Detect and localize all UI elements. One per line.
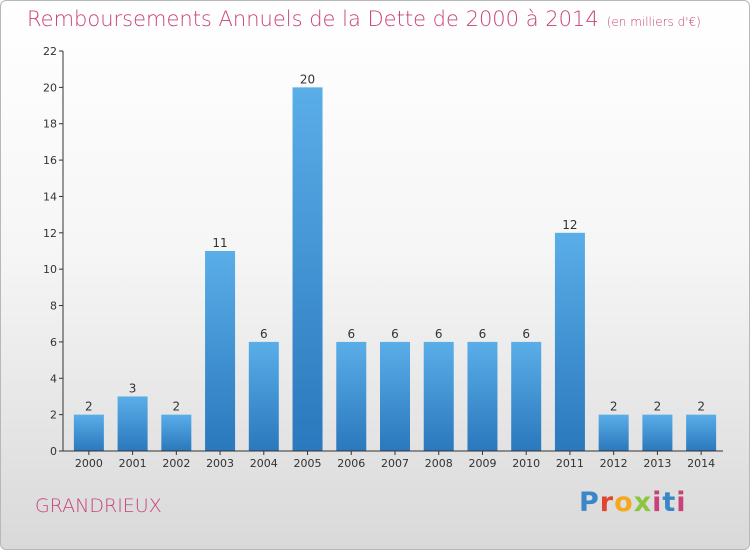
data-label-2000: 2 — [85, 400, 93, 414]
x-tick-label-2005: 2005 — [294, 457, 322, 470]
data-label-2014: 2 — [697, 400, 705, 414]
bars-group: 2 3 2 11 6 20 6 6 6 6 6 12 2 2 2 — [73, 72, 717, 451]
x-tick-label-2014: 2014 — [687, 457, 715, 470]
y-tick-label-10: 10 — [43, 263, 57, 276]
data-label-2008: 6 — [435, 327, 443, 341]
proxiti-logo: Proxiti — [579, 487, 687, 518]
data-label-2004: 6 — [260, 327, 268, 341]
x-tick-label-2012: 2012 — [600, 457, 628, 470]
y-tick-label-20: 20 — [43, 81, 57, 94]
bar-2000 — [73, 414, 104, 451]
y-tick-label-2: 2 — [50, 409, 57, 422]
x-tick-label-2009: 2009 — [468, 457, 496, 470]
bar-2008 — [423, 341, 454, 451]
bar-2005 — [292, 87, 323, 451]
bar-2010 — [511, 341, 542, 451]
y-tick-label-18: 18 — [43, 118, 57, 131]
x-tick-label-2006: 2006 — [337, 457, 365, 470]
x-tick-label-2007: 2007 — [381, 457, 409, 470]
bar-2006 — [336, 341, 367, 451]
y-tick-label-8: 8 — [50, 300, 57, 313]
x-tick-label-2013: 2013 — [643, 457, 671, 470]
bar-2002 — [161, 414, 192, 451]
data-label-2005: 20 — [300, 72, 315, 86]
bar-2007 — [380, 341, 410, 451]
chart-title-text: Remboursements Annuels de la Dette de 20… — [27, 7, 599, 31]
y-tick-label-14: 14 — [43, 190, 57, 203]
bar-2003 — [205, 251, 236, 451]
y-tick-label-12: 12 — [43, 227, 57, 240]
bar-2009 — [467, 341, 498, 451]
bar-2014 — [686, 414, 717, 451]
y-tick-label-0: 0 — [50, 445, 57, 458]
y-tick-label-16: 16 — [43, 154, 57, 167]
data-label-2011: 12 — [562, 218, 577, 232]
x-tick-label-2008: 2008 — [425, 457, 453, 470]
x-tick-label-2003: 2003 — [206, 457, 234, 470]
x-tick-label-2002: 2002 — [162, 457, 190, 470]
data-label-2003: 11 — [212, 236, 227, 250]
data-label-2009: 6 — [479, 327, 487, 341]
bar-2012 — [598, 414, 629, 451]
y-tick-label-4: 4 — [50, 372, 57, 385]
bar-2001 — [117, 396, 148, 451]
data-label-2007: 6 — [391, 327, 399, 341]
x-tick-label-2004: 2004 — [250, 457, 278, 470]
bar-2013 — [642, 414, 673, 451]
data-label-2013: 2 — [654, 400, 662, 414]
data-label-2010: 6 — [522, 327, 530, 341]
data-label-2012: 2 — [610, 400, 618, 414]
x-tick-label-2001: 2001 — [119, 457, 147, 470]
x-tick-label-2000: 2000 — [75, 457, 103, 470]
data-label-2006: 6 — [347, 327, 355, 341]
chart-subtitle: (en milliers d'€) — [606, 15, 701, 29]
bar-2011 — [554, 232, 585, 451]
x-tick-label-2011: 2011 — [556, 457, 584, 470]
axes-group: 2000 2001 2002 2003 2004 2005 2006 2007 2008 2009… — [43, 45, 723, 470]
y-tick-label-22: 22 — [43, 45, 57, 58]
data-label-2001: 3 — [129, 381, 137, 395]
commune-name: GRANDRIEUX — [35, 495, 162, 517]
y-tick-label-6: 6 — [50, 336, 57, 349]
x-tick-label-2010: 2010 — [512, 457, 540, 470]
bar-2004 — [248, 341, 279, 451]
chart-title: Remboursements Annuels de la Dette de 20… — [27, 7, 701, 31]
data-label-2002: 2 — [173, 400, 181, 414]
